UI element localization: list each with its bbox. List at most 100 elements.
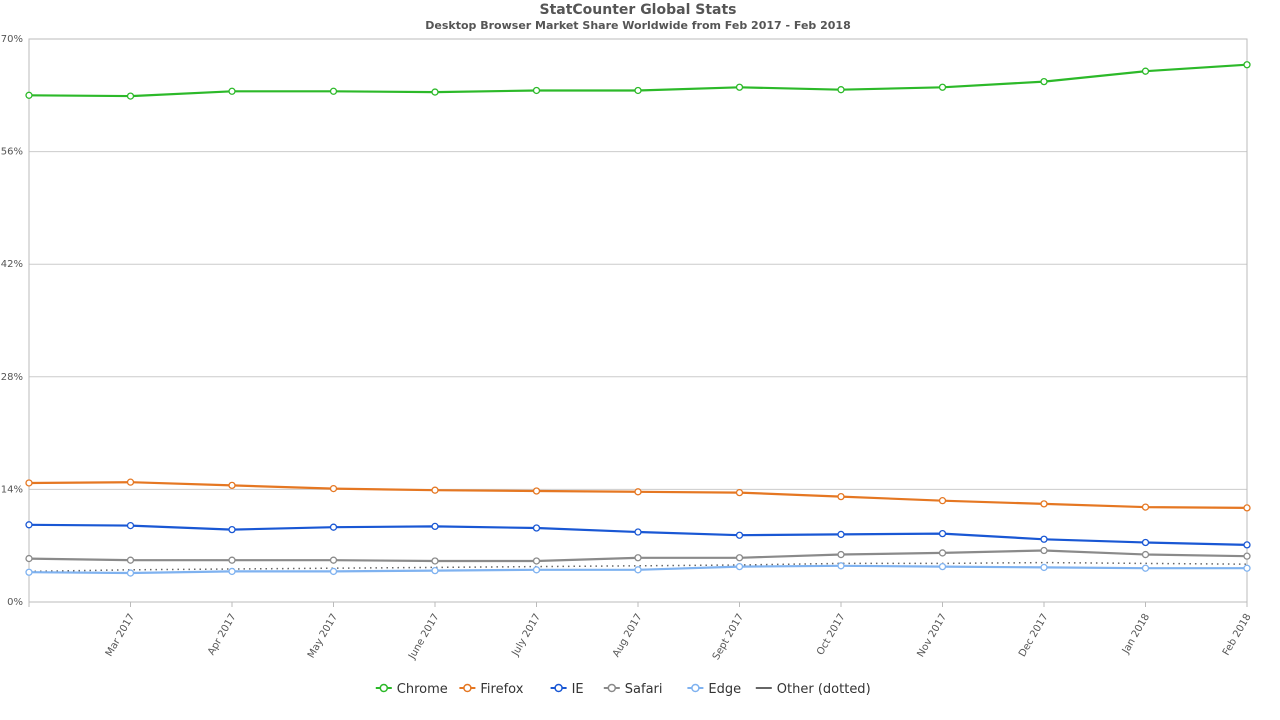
data-point[interactable] (1243, 552, 1251, 560)
x-tick-label: Sept 2017 (711, 612, 746, 662)
data-point[interactable] (431, 557, 439, 565)
legend-item-chrome[interactable]: Chrome (375, 682, 448, 697)
legend-item-ie[interactable]: IE (550, 682, 584, 697)
data-point[interactable] (1243, 61, 1251, 69)
data-point[interactable] (1243, 504, 1251, 512)
data-point[interactable] (25, 554, 33, 563)
data-point[interactable] (1040, 77, 1048, 86)
data-point[interactable] (634, 566, 642, 574)
data-point[interactable] (228, 87, 236, 95)
data-point[interactable] (938, 562, 947, 571)
data-point[interactable] (228, 525, 236, 534)
data-point[interactable] (1040, 535, 1048, 543)
data-point[interactable] (634, 488, 642, 496)
data-point[interactable] (837, 550, 845, 559)
data-point[interactable] (329, 523, 338, 531)
data-point[interactable] (837, 530, 845, 539)
data-point[interactable] (431, 566, 439, 575)
data-point[interactable] (1141, 550, 1150, 559)
legend-item-firefox[interactable]: Firefox (459, 682, 524, 697)
data-point[interactable] (532, 86, 541, 95)
data-point[interactable] (532, 557, 541, 565)
data-point[interactable] (735, 531, 744, 539)
grid-lines (29, 38, 1247, 603)
x-tick-label: Oct 2017 (815, 612, 847, 657)
data-point[interactable] (735, 488, 744, 497)
data-point[interactable] (938, 497, 947, 505)
data-point[interactable] (25, 568, 33, 576)
legend-label: Chrome (397, 682, 448, 697)
legend-label: Firefox (480, 682, 523, 697)
legend-label: Edge (708, 682, 741, 697)
data-point[interactable] (938, 83, 947, 91)
data-point[interactable] (431, 522, 439, 531)
x-tick-label: Mar 2017 (104, 612, 137, 659)
data-point[interactable] (126, 92, 135, 100)
data-point[interactable] (228, 567, 236, 576)
data-point[interactable] (1243, 564, 1251, 572)
chart-subtitle: Desktop Browser Market Share Worldwide f… (425, 19, 850, 32)
data-point[interactable] (1141, 503, 1150, 511)
x-tick-label: Feb 2018 (1221, 612, 1254, 658)
data-point[interactable] (837, 562, 845, 570)
y-tick-label: 14% (1, 484, 23, 495)
data-point[interactable] (837, 492, 845, 501)
data-point[interactable] (1141, 67, 1150, 75)
data-point[interactable] (126, 478, 135, 486)
data-point[interactable] (735, 554, 744, 562)
data-point[interactable] (228, 556, 236, 564)
series-ie (25, 521, 1251, 549)
data-point[interactable] (25, 521, 33, 529)
data-point[interactable] (431, 486, 439, 494)
data-point[interactable] (532, 487, 541, 495)
data-point[interactable] (228, 481, 236, 490)
data-point[interactable] (532, 524, 541, 532)
data-point[interactable] (938, 529, 947, 538)
legend-item-edge[interactable]: Edge (687, 682, 741, 697)
data-point[interactable] (938, 549, 947, 557)
chart-title: StatCounter Global Stats (539, 2, 736, 18)
legend: Chrome Firefox IE Safari Edge Other (dotted) (375, 682, 871, 697)
data-point[interactable] (329, 484, 338, 493)
series-edge (25, 562, 1251, 577)
data-point[interactable] (634, 86, 642, 95)
data-point[interactable] (735, 562, 744, 571)
x-tick-label: May 2017 (306, 612, 340, 660)
data-point[interactable] (634, 554, 642, 562)
y-tick-label: 0% (7, 597, 23, 608)
data-point[interactable] (1040, 563, 1048, 572)
data-point[interactable] (329, 87, 338, 95)
legend-label: Safari (625, 682, 663, 697)
y-tick-label: 56% (1, 147, 23, 158)
data-point[interactable] (25, 479, 33, 487)
x-tick-label: June 2017 (406, 612, 441, 662)
series-chrome (25, 61, 1251, 100)
data-point[interactable] (1040, 500, 1048, 508)
legend-marker (691, 683, 700, 693)
data-point[interactable] (1141, 538, 1150, 547)
data-point[interactable] (1141, 564, 1150, 572)
data-point[interactable] (1040, 546, 1048, 555)
data-point[interactable] (634, 528, 642, 536)
legend-item-safari[interactable]: Safari (603, 682, 663, 697)
data-point[interactable] (735, 83, 744, 91)
data-point[interactable] (329, 556, 338, 564)
legend-marker (379, 683, 389, 693)
y-tick-label: 70% (1, 34, 23, 45)
data-point[interactable] (25, 91, 33, 99)
data-point[interactable] (1243, 541, 1251, 549)
legend-marker (607, 683, 617, 693)
data-point[interactable] (126, 569, 135, 577)
data-point[interactable] (126, 521, 135, 530)
data-point[interactable] (431, 88, 439, 96)
x-tick-label: Apr 2017 (206, 612, 238, 657)
x-axis: Mar 2017 Apr 2017 May 2017 June 2017 July 20… (28, 602, 1254, 662)
data-point[interactable] (532, 566, 541, 574)
data-point[interactable] (837, 86, 845, 94)
data-point[interactable] (126, 556, 135, 564)
legend-item-other-dotted[interactable]: Other (dotted) (755, 682, 871, 697)
plot-area (28, 38, 1248, 603)
legend-marker (463, 683, 472, 693)
data-point[interactable] (329, 567, 338, 576)
